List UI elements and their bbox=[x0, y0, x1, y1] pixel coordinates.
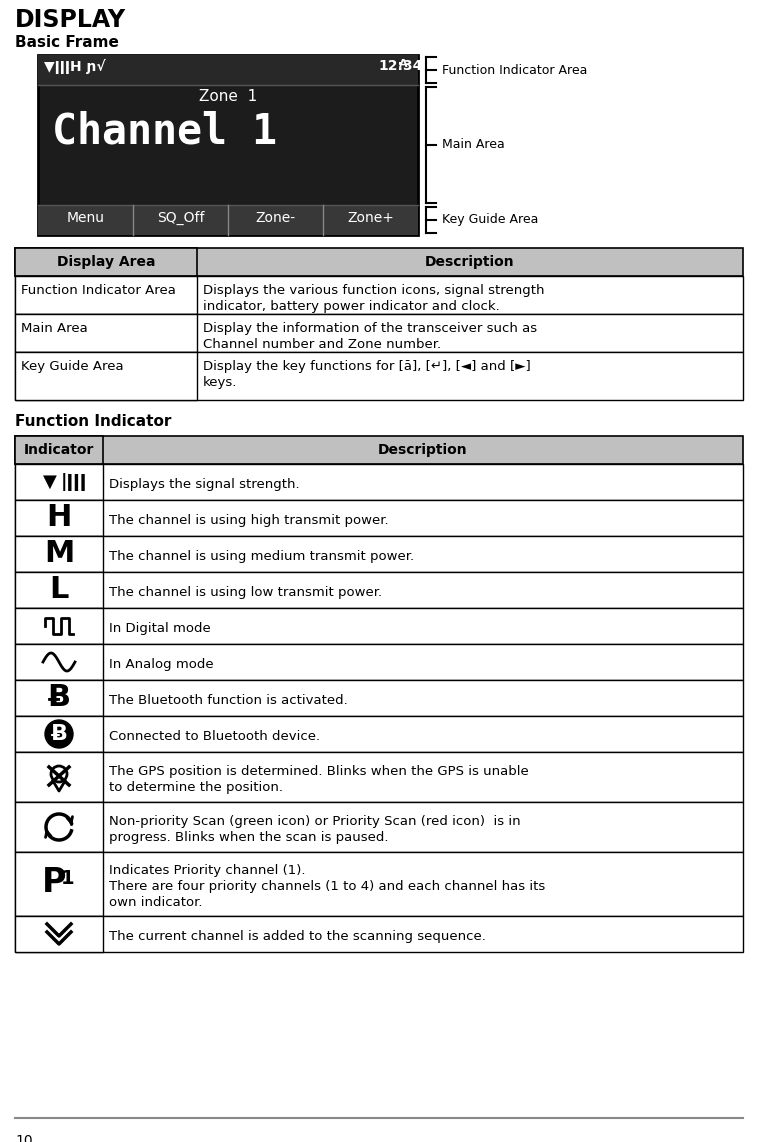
Bar bbox=[15, 248, 197, 276]
Bar bbox=[38, 55, 418, 85]
Text: L: L bbox=[49, 576, 69, 604]
Bar bbox=[15, 464, 743, 500]
Text: own indicator.: own indicator. bbox=[109, 896, 202, 909]
Text: Zone+: Zone+ bbox=[347, 211, 394, 225]
Text: Zone-: Zone- bbox=[255, 211, 296, 225]
Text: Key Guide Area: Key Guide Area bbox=[21, 360, 124, 373]
Bar bbox=[15, 608, 103, 644]
Text: ▼: ▼ bbox=[43, 473, 57, 491]
Text: P: P bbox=[42, 866, 66, 899]
Text: Main Area: Main Area bbox=[21, 322, 88, 335]
Bar bbox=[15, 751, 103, 802]
Text: The current channel is added to the scanning sequence.: The current channel is added to the scan… bbox=[109, 930, 486, 943]
Bar bbox=[15, 802, 103, 852]
Bar bbox=[15, 536, 103, 572]
Text: DISPLAY: DISPLAY bbox=[15, 8, 126, 32]
Text: Connected to Bluetooth device.: Connected to Bluetooth device. bbox=[109, 730, 320, 743]
Bar bbox=[15, 464, 103, 500]
Text: Channel 1: Channel 1 bbox=[52, 111, 277, 153]
Text: progress. Blinks when the scan is paused.: progress. Blinks when the scan is paused… bbox=[109, 831, 389, 844]
Text: to determine the position.: to determine the position. bbox=[109, 781, 283, 794]
Text: indicator, battery power indicator and clock.: indicator, battery power indicator and c… bbox=[203, 300, 500, 313]
Text: Description: Description bbox=[425, 255, 515, 270]
Bar bbox=[15, 679, 103, 716]
Bar bbox=[15, 536, 743, 572]
Bar bbox=[15, 679, 743, 716]
Text: H: H bbox=[46, 504, 72, 532]
Text: keys.: keys. bbox=[203, 376, 237, 389]
Text: |ǀǀǀ: |ǀǀǀ bbox=[61, 473, 87, 491]
Bar bbox=[15, 500, 743, 536]
Bar bbox=[15, 436, 103, 464]
Bar bbox=[15, 608, 743, 644]
Text: Display the key functions for [ā], [↵], [◄] and [►]: Display the key functions for [ā], [↵], … bbox=[203, 360, 531, 373]
Text: Function Indicator Area: Function Indicator Area bbox=[21, 284, 176, 297]
Text: M: M bbox=[44, 539, 74, 569]
Text: The channel is using low transmit power.: The channel is using low transmit power. bbox=[109, 586, 382, 600]
Bar bbox=[15, 916, 743, 952]
Text: Displays the signal strength.: Displays the signal strength. bbox=[109, 478, 299, 491]
Bar bbox=[15, 352, 743, 400]
Bar bbox=[15, 314, 743, 352]
Text: Function Indicator: Function Indicator bbox=[15, 415, 171, 429]
Bar bbox=[15, 276, 197, 314]
Bar bbox=[15, 352, 197, 400]
Text: Ƀ: Ƀ bbox=[51, 724, 67, 743]
Text: Channel number and Zone number.: Channel number and Zone number. bbox=[203, 338, 441, 351]
Text: There are four priority channels (1 to 4) and each channel has its: There are four priority channels (1 to 4… bbox=[109, 880, 545, 893]
Bar bbox=[15, 852, 103, 916]
Bar bbox=[15, 916, 103, 952]
Bar bbox=[15, 802, 743, 852]
Bar bbox=[15, 436, 743, 464]
Bar bbox=[15, 314, 197, 352]
Text: The channel is using high transmit power.: The channel is using high transmit power… bbox=[109, 514, 389, 526]
Text: 12:34: 12:34 bbox=[378, 59, 422, 73]
Bar bbox=[15, 716, 103, 751]
Text: A: A bbox=[399, 59, 408, 69]
Bar bbox=[38, 206, 418, 235]
Bar bbox=[15, 572, 743, 608]
Bar bbox=[15, 644, 103, 679]
Text: The channel is using medium transmit power.: The channel is using medium transmit pow… bbox=[109, 550, 414, 563]
Text: Displays the various function icons, signal strength: Displays the various function icons, sig… bbox=[203, 284, 544, 297]
Bar bbox=[15, 716, 743, 751]
Bar bbox=[15, 248, 743, 276]
Text: SQ_Off: SQ_Off bbox=[157, 211, 204, 225]
Bar bbox=[15, 751, 743, 802]
Text: Zone  1: Zone 1 bbox=[199, 89, 257, 104]
Text: Function Indicator Area: Function Indicator Area bbox=[442, 64, 587, 77]
Text: Indicator: Indicator bbox=[23, 443, 94, 457]
Bar bbox=[15, 276, 743, 314]
Text: Indicates Priority channel (1).: Indicates Priority channel (1). bbox=[109, 864, 305, 877]
Bar bbox=[15, 644, 743, 679]
Bar bbox=[38, 55, 418, 235]
Text: Description: Description bbox=[378, 443, 468, 457]
Text: The Bluetooth function is activated.: The Bluetooth function is activated. bbox=[109, 694, 348, 707]
Text: 1: 1 bbox=[61, 869, 75, 887]
Text: Ƀ: Ƀ bbox=[48, 684, 70, 713]
Text: Display the information of the transceiver such as: Display the information of the transceiv… bbox=[203, 322, 537, 335]
Text: Key Guide Area: Key Guide Area bbox=[442, 214, 538, 226]
Bar bbox=[15, 852, 743, 916]
Bar bbox=[15, 572, 103, 608]
Text: ▼ǀǀǀH ɲ√: ▼ǀǀǀH ɲ√ bbox=[44, 59, 105, 74]
Text: The GPS position is determined. Blinks when the GPS is unable: The GPS position is determined. Blinks w… bbox=[109, 765, 529, 778]
Text: Display Area: Display Area bbox=[57, 255, 155, 270]
Text: Non-priority Scan (green icon) or Priority Scan (red icon)  is in: Non-priority Scan (green icon) or Priori… bbox=[109, 815, 521, 828]
Text: Basic Frame: Basic Frame bbox=[15, 35, 119, 50]
Text: In Digital mode: In Digital mode bbox=[109, 622, 211, 635]
Text: Menu: Menu bbox=[67, 211, 105, 225]
Text: Main Area: Main Area bbox=[442, 138, 505, 152]
Text: In Analog mode: In Analog mode bbox=[109, 658, 214, 671]
Text: 10: 10 bbox=[15, 1134, 33, 1142]
Bar bbox=[15, 500, 103, 536]
Circle shape bbox=[45, 719, 73, 748]
